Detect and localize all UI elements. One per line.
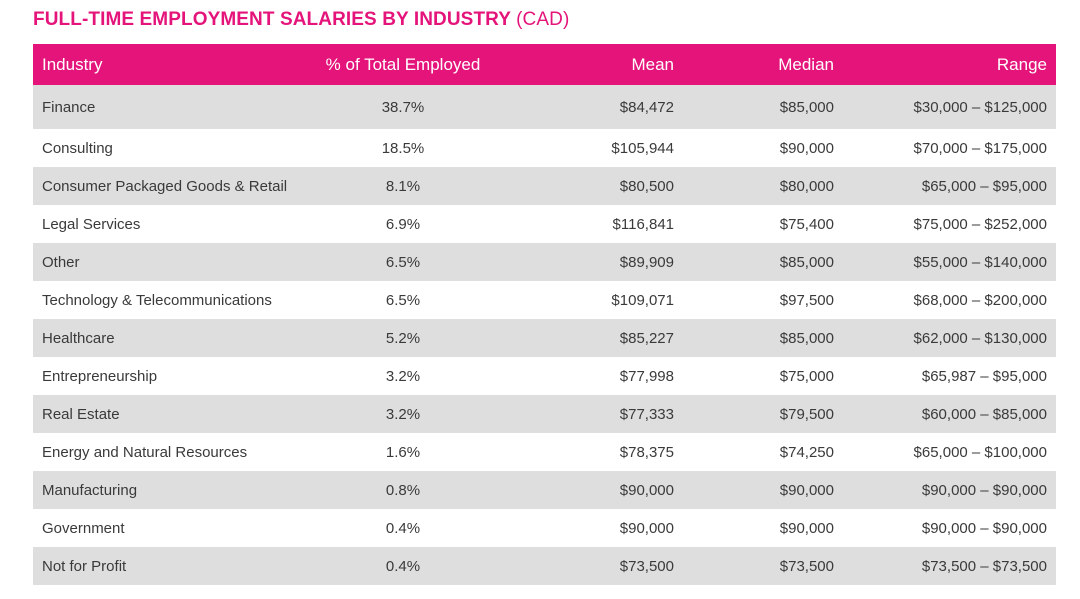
cell-pct: 0.4% (385, 557, 421, 575)
cell-mean: $85,227 (619, 329, 674, 347)
table-row: Real Estate 3.2% $77,333 $79,500 $60,000… (33, 395, 1056, 433)
cell-range: $55,000 – $140,000 (913, 253, 1047, 271)
cell-range: $90,000 – $90,000 (921, 519, 1047, 537)
cell-industry: Government (42, 519, 125, 537)
table-row: Finance 38.7% $84,472 $85,000 $30,000 – … (33, 85, 1056, 129)
header-range: Range (996, 54, 1047, 74)
cell-mean: $77,998 (619, 367, 674, 385)
table-row: Consumer Packaged Goods & Retail 8.1% $8… (33, 167, 1056, 205)
cell-industry: Real Estate (42, 405, 120, 423)
table-row: Energy and Natural Resources 1.6% $78,37… (33, 433, 1056, 471)
cell-median: $90,000 (779, 481, 834, 499)
cell-median: $90,000 (779, 139, 834, 157)
cell-range: $73,500 – $73,500 (921, 557, 1047, 575)
cell-industry: Healthcare (42, 329, 115, 347)
cell-pct: 3.2% (385, 367, 421, 385)
cell-range: $70,000 – $175,000 (913, 139, 1047, 157)
table-row: Manufacturing 0.8% $90,000 $90,000 $90,0… (33, 471, 1056, 509)
table-row: Other 6.5% $89,909 $85,000 $55,000 – $14… (33, 243, 1056, 281)
cell-median: $90,000 (779, 519, 834, 537)
cell-mean: $89,909 (619, 253, 674, 271)
table-row: Legal Services 6.9% $116,841 $75,400 $75… (33, 205, 1056, 243)
table-body: Finance 38.7% $84,472 $85,000 $30,000 – … (33, 85, 1056, 585)
cell-industry: Manufacturing (42, 481, 138, 499)
cell-range: $60,000 – $85,000 (921, 405, 1047, 423)
cell-mean: $90,000 (619, 519, 674, 537)
header-median: Median (778, 54, 834, 74)
title-main: FULL-TIME EMPLOYMENT SALARIES BY INDUSTR… (33, 9, 511, 30)
cell-range: $65,000 – $95,000 (921, 177, 1047, 195)
cell-mean: $109,071 (611, 291, 674, 309)
cell-median: $75,400 (779, 215, 834, 233)
table-header: Industry % of Total Employed Mean Median… (33, 44, 1056, 85)
cell-range: $62,000 – $130,000 (913, 329, 1047, 347)
cell-industry: Legal Services (42, 215, 141, 233)
table-row: Not for Profit 0.4% $73,500 $73,500 $73,… (33, 547, 1056, 585)
cell-median: $85,000 (779, 98, 834, 116)
cell-median: $97,500 (779, 291, 834, 309)
cell-pct: 38.7% (381, 98, 425, 116)
cell-pct: 0.8% (385, 481, 421, 499)
table-row: Technology & Telecommunications 6.5% $10… (33, 281, 1056, 319)
header-industry: Industry (42, 54, 103, 74)
cell-industry: Technology & Telecommunications (42, 291, 272, 309)
cell-industry: Consumer Packaged Goods & Retail (42, 177, 288, 195)
cell-range: $30,000 – $125,000 (913, 98, 1047, 116)
cell-range: $65,987 – $95,000 (921, 367, 1047, 385)
cell-industry: Energy and Natural Resources (42, 443, 248, 461)
cell-industry: Other (42, 253, 80, 271)
cell-median: $79,500 (779, 405, 834, 423)
cell-mean: $116,841 (612, 215, 674, 233)
cell-mean: $80,500 (619, 177, 674, 195)
cell-pct: 6.5% (385, 253, 421, 271)
cell-range: $68,000 – $200,000 (913, 291, 1047, 309)
cell-pct: 18.5% (381, 139, 425, 157)
cell-median: $75,000 (779, 367, 834, 385)
cell-industry: Not for Profit (42, 557, 127, 575)
cell-industry: Consulting (42, 139, 113, 157)
cell-median: $73,500 (779, 557, 834, 575)
header-mean: Mean (631, 54, 674, 74)
cell-pct: 6.5% (385, 291, 421, 309)
cell-median: $85,000 (779, 329, 834, 347)
table-row: Government 0.4% $90,000 $90,000 $90,000 … (33, 509, 1056, 547)
header-pct-employed: % of Total Employed (325, 54, 481, 74)
cell-mean: $78,375 (619, 443, 674, 461)
cell-pct: 8.1% (385, 177, 421, 195)
cell-median: $85,000 (779, 253, 834, 271)
cell-median: $74,250 (779, 443, 834, 461)
cell-mean: $90,000 (619, 481, 674, 499)
cell-mean: $84,472 (619, 98, 674, 116)
title-unit: (CAD) (516, 9, 570, 30)
cell-range: $75,000 – $252,000 (913, 215, 1047, 233)
cell-pct: 3.2% (385, 405, 421, 423)
cell-range: $90,000 – $90,000 (921, 481, 1047, 499)
cell-pct: 0.4% (385, 519, 421, 537)
table-row: Consulting 18.5% $105,944 $90,000 $70,00… (33, 129, 1056, 167)
cell-pct: 6.9% (385, 215, 421, 233)
cell-mean: $73,500 (619, 557, 674, 575)
cell-range: $65,000 – $100,000 (913, 443, 1047, 461)
header-row: Industry % of Total Employed Mean Median… (33, 44, 1056, 85)
cell-pct: 5.2% (385, 329, 421, 347)
cell-pct: 1.6% (385, 443, 421, 461)
cell-median: $80,000 (779, 177, 834, 195)
salary-table: Industry % of Total Employed Mean Median… (33, 44, 1056, 585)
cell-mean: $77,333 (619, 405, 674, 423)
cell-industry: Finance (42, 98, 96, 116)
table-row: Healthcare 5.2% $85,227 $85,000 $62,000 … (33, 319, 1056, 357)
cell-industry: Entrepreneurship (42, 367, 158, 385)
table-row: Entrepreneurship 3.2% $77,998 $75,000 $6… (33, 357, 1056, 395)
cell-mean: $105,944 (611, 139, 674, 157)
page-title: FULL-TIME EMPLOYMENT SALARIES BY INDUSTR… (33, 7, 569, 33)
